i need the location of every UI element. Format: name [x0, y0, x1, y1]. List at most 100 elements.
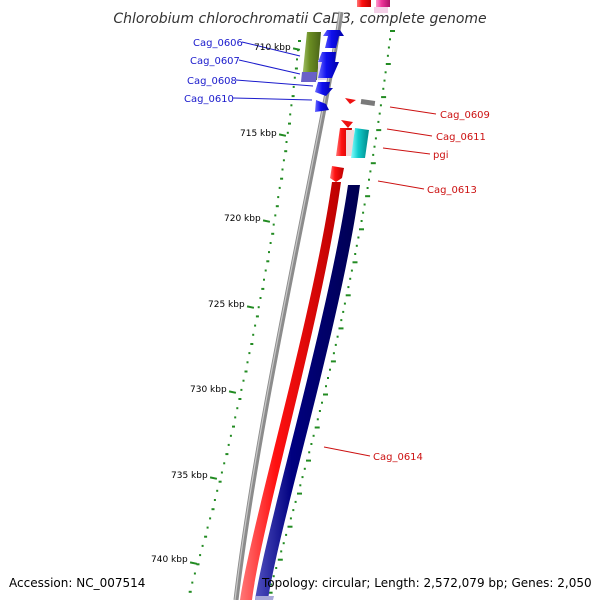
gc-dot: [191, 581, 194, 584]
gc-dot: [209, 517, 212, 520]
gene-top-red: [357, 0, 371, 7]
gc-dot: [281, 168, 284, 171]
gc-dot: [292, 509, 295, 512]
label-leader-lines: [232, 41, 437, 457]
gc-dot: [250, 343, 254, 345]
gc-dot: [227, 443, 230, 446]
label-cag-0609[interactable]: Cag_0609: [440, 110, 490, 121]
label-cag-0610[interactable]: Cag_0610: [184, 94, 234, 105]
gene-cag-0611-fade: [346, 130, 354, 156]
gc-dot: [234, 416, 237, 419]
gene-cag-0611-tip: [341, 120, 353, 128]
gc-dot: [297, 492, 302, 495]
gc-dot: [372, 153, 375, 156]
gc-dot: [292, 85, 295, 88]
gc-dot: [242, 379, 245, 382]
gene-navy-bottom-fade: [255, 596, 274, 600]
gc-dot: [229, 434, 232, 437]
gc-dot: [321, 401, 323, 404]
gc-dot: [259, 297, 262, 299]
gc-dot: [352, 261, 358, 264]
tick-label-740: 740 kbp: [151, 555, 188, 565]
gc-dot: [387, 46, 390, 49]
label-cag-0613[interactable]: Cag_0613: [427, 185, 477, 196]
gc-dot: [263, 278, 265, 281]
gene-cag-0607-head: [323, 30, 344, 48]
gc-dot: [206, 526, 209, 529]
gene-cag-0614-navy: [255, 185, 360, 600]
gc-dot: [330, 360, 336, 363]
gc-dot: [373, 145, 376, 148]
gc-dot: [236, 407, 239, 410]
gc-dot: [188, 590, 192, 593]
gc-dot: [296, 58, 298, 61]
gc-dot: [232, 425, 235, 428]
gene-cag-0607: [318, 52, 339, 78]
gc-dot: [327, 377, 329, 379]
gc-dot: [291, 95, 295, 98]
gc-dot: [314, 426, 320, 429]
gc-dot: [340, 319, 343, 322]
gc-dot: [383, 79, 386, 82]
gc-dot: [213, 499, 216, 501]
accession-text: Accession: NC_007514: [9, 576, 145, 590]
gc-dot: [332, 352, 335, 355]
label-cag-0608[interactable]: Cag_0608: [187, 76, 237, 87]
tick-label-715: 715 kbp: [240, 129, 277, 139]
gc-dot: [369, 170, 372, 173]
gc-dot: [377, 120, 380, 123]
gc-dot: [248, 352, 251, 355]
tick-label-730: 730 kbp: [190, 385, 227, 395]
gc-dot: [325, 385, 327, 388]
gc-dot: [223, 462, 226, 465]
gc-dot: [294, 67, 298, 70]
gc-content-track: [188, 40, 301, 593]
gc-dot: [316, 418, 319, 421]
label-pgi[interactable]: pgi: [433, 150, 448, 161]
gc-dot: [306, 459, 311, 462]
gene-cag-0609-grey: [360, 99, 376, 106]
gc-dot: [345, 294, 351, 297]
gc-dot: [357, 236, 360, 239]
tick-label-725: 725 kbp: [208, 300, 245, 310]
gc-dot: [284, 150, 288, 153]
gc-dot: [252, 333, 255, 336]
tick-label-735: 735 kbp: [171, 471, 208, 481]
gc-dot: [365, 195, 371, 198]
gene-top-pink-fade: [374, 7, 388, 13]
gc-dot: [362, 211, 365, 214]
gc-dot: [199, 554, 202, 557]
gc-dot: [360, 220, 363, 222]
gene-pgi: [351, 128, 369, 158]
gc-dot: [329, 368, 331, 371]
gc-dot: [342, 310, 345, 313]
gc-dot: [355, 244, 358, 247]
label-cag-0611[interactable]: Cag_0611: [436, 132, 486, 143]
gc-dot: [288, 122, 291, 125]
gc-dot: [336, 335, 339, 338]
gc-dot: [204, 535, 208, 538]
gc-dot: [264, 269, 267, 272]
gc-dot: [350, 269, 353, 272]
tick-label-720: 720 kbp: [224, 214, 261, 224]
gc-dot: [218, 480, 222, 483]
gc-dot: [349, 277, 352, 280]
gene-cag-0610: [315, 100, 329, 112]
gc-dot: [238, 398, 242, 400]
label-cag-0614[interactable]: Cag_0614: [373, 452, 423, 463]
gc-dot: [225, 453, 229, 456]
label-cag-0607[interactable]: Cag_0607: [190, 56, 240, 67]
gc-dot: [282, 159, 285, 162]
gc-dot: [257, 306, 260, 309]
genome-summary-text: Topology: circular; Length: 2,572,079 bp…: [261, 576, 592, 590]
label-cag-0606[interactable]: Cag_0606: [193, 38, 243, 49]
gc-dot: [246, 361, 249, 364]
gc-dot: [285, 141, 288, 143]
forward-gene-labels: Cag_0606 Cag_0607 Cag_0608 Cag_0610: [184, 38, 243, 105]
gc-dot: [277, 196, 280, 199]
gc-dot: [268, 251, 270, 254]
gc-dot: [267, 591, 273, 594]
gene-cag-0609: [345, 98, 356, 104]
gc-dot: [303, 467, 306, 470]
gc-dot: [211, 508, 215, 511]
